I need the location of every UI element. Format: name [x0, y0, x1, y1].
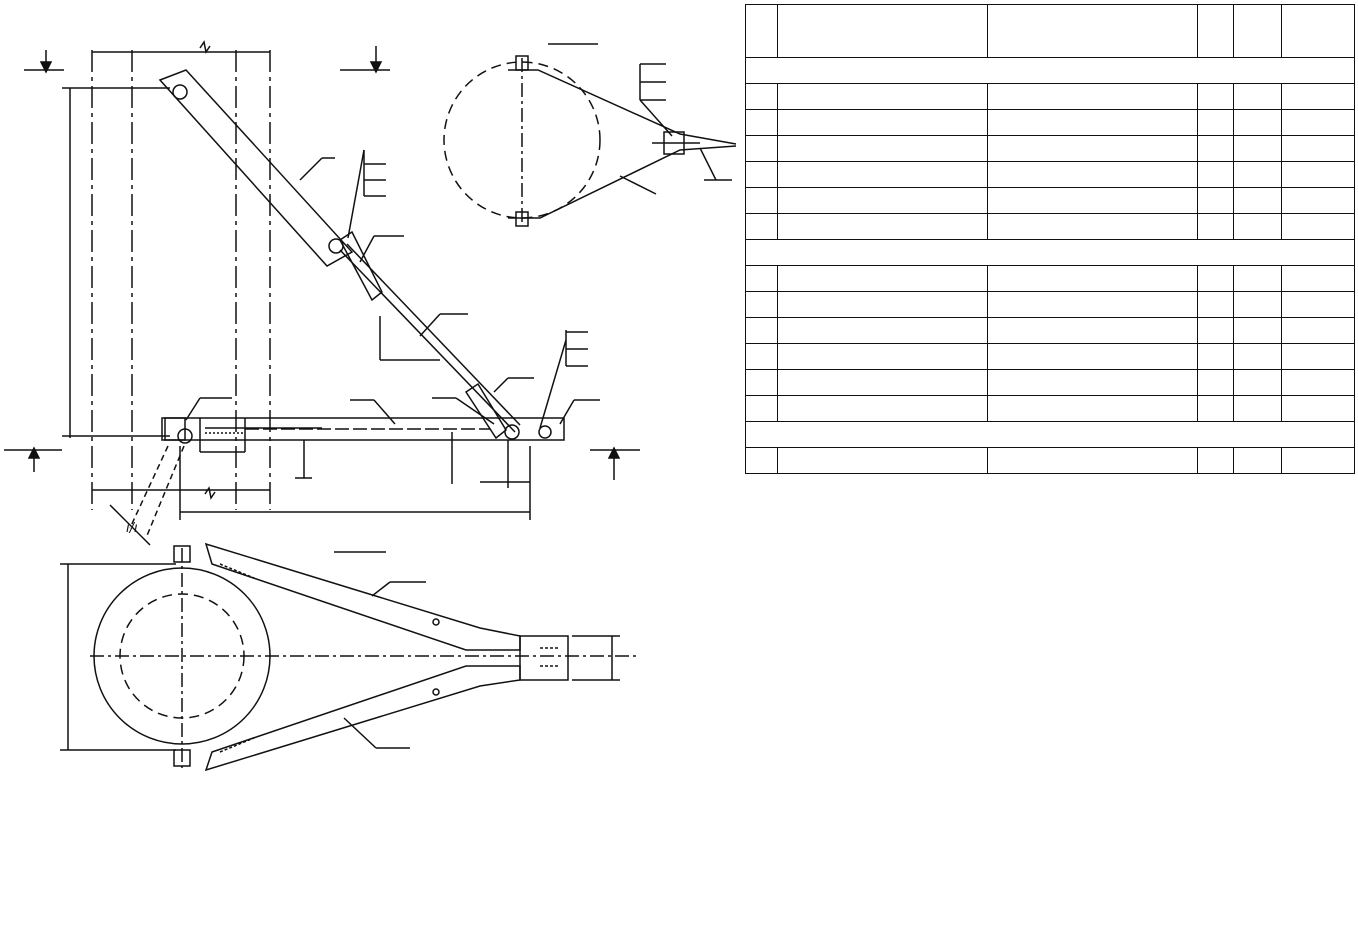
spec-header-qty [1196, 4, 1234, 58]
spec-row [745, 161, 1356, 188]
svg-text:ı/ı: ı/ı [126, 521, 138, 536]
spec-header-mass [1232, 4, 1282, 58]
spec-section-title [745, 421, 1355, 448]
spec-row [745, 83, 1356, 110]
strap-pos1 [158, 69, 354, 267]
spec-section-title [745, 57, 1355, 84]
spec-row [745, 447, 1356, 474]
cut-mark-1 [24, 46, 390, 74]
spec-row [745, 135, 1356, 162]
spec-row [745, 213, 1356, 240]
spec-row [745, 109, 1356, 136]
specification-table [745, 4, 1356, 474]
spec-header-row [745, 4, 1356, 58]
pole-outline [91, 50, 271, 510]
dim-1000-horizontal [179, 446, 531, 520]
section-1-1 [443, 43, 737, 227]
callouts-main [185, 149, 600, 429]
assembly-drawing: ı/ı [4, 40, 737, 772]
spec-section-title [745, 239, 1355, 266]
spec-row [745, 343, 1356, 370]
spec-header-name [986, 4, 1198, 58]
spec-row [745, 369, 1356, 396]
spec-row [745, 265, 1356, 292]
spec-header-note [1280, 4, 1356, 58]
angle-pos4 [161, 417, 565, 453]
cut-mark-2 [4, 446, 640, 480]
spec-row [745, 395, 1356, 422]
spec-header-pos [745, 4, 778, 58]
spec-row [745, 187, 1356, 214]
spec-row [745, 317, 1356, 344]
spec-header-designation [776, 4, 988, 58]
rod-pos2 [339, 230, 521, 440]
spec-row [745, 291, 1356, 318]
section-2-2 [60, 542, 640, 772]
dim-1000-vertical [62, 87, 170, 438]
